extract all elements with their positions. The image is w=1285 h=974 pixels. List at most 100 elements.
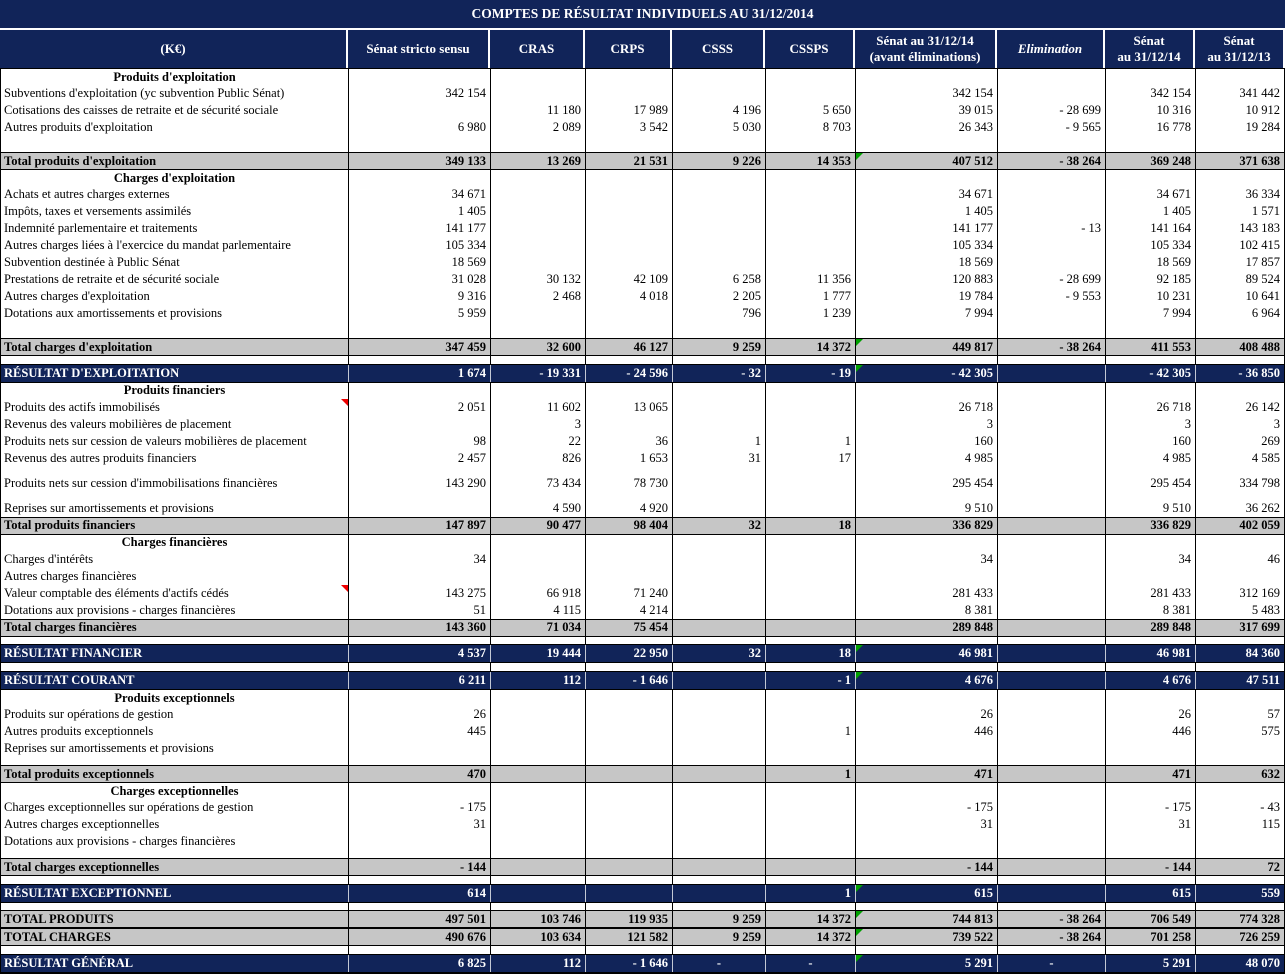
cell-senat_31_12_14_avant_eliminations: 46 981 — [856, 645, 998, 663]
cell-senat_stricto_sensu: 143 275 — [349, 584, 491, 602]
cell-cras — [491, 850, 586, 859]
header-cell-senat_31_12_14: Sénat au 31/12/14 — [1105, 30, 1195, 68]
cell-csss — [673, 322, 766, 338]
row-label — [1, 322, 349, 338]
cell-elimination: - 38 264 — [998, 929, 1106, 946]
cell-elimination — [998, 816, 1106, 834]
cell-crps: 42 109 — [586, 271, 673, 288]
cell-cssps — [766, 170, 856, 186]
cell-csss — [673, 723, 766, 741]
table-row-data: Autres produits d'exploitation 6 980 2 089… — [1, 119, 1284, 136]
table-row-spacer — [1, 356, 1284, 364]
cell-senat_31_12_14: 26 — [1106, 706, 1196, 724]
cell-crps — [586, 833, 673, 851]
cell-crps — [586, 254, 673, 271]
cell-crps: 21 531 — [586, 153, 673, 169]
cell-senat_31_12_13: 371 638 — [1239, 153, 1280, 168]
cell-senat_31_12_13 — [1196, 170, 1284, 186]
cell-cssps — [766, 466, 856, 475]
cell-senat_stricto_sensu: 18 569 — [349, 254, 491, 271]
row-label: RÉSULTAT GÉNÉRAL — [1, 955, 349, 973]
cell-csss — [673, 706, 766, 724]
cell-csss — [673, 672, 766, 690]
cell-cssps — [766, 550, 856, 568]
cell-cssps: 1 — [766, 766, 856, 783]
cell-senat_31_12_13: 19 284 — [1245, 120, 1280, 134]
cell-csss: 4 196 — [673, 102, 766, 119]
cell-senat_31_12_14: 4 676 — [1106, 672, 1196, 690]
cell-elimination — [998, 517, 1106, 534]
row-label: Charges financières — [1, 534, 349, 551]
row-label: Total charges d'exploitation — [1, 339, 349, 355]
header-cell-cssps: CSSPS — [765, 30, 855, 68]
cell-senat_31_12_14 — [1106, 382, 1196, 399]
table-row-data: Autres charges financières — [1, 567, 1284, 585]
cell-csss — [673, 859, 766, 876]
cell-senat_stricto_sensu — [349, 102, 491, 119]
table-row-data: Valeur comptable des éléments d'actifs c… — [1, 584, 1284, 602]
cell-csss — [673, 783, 766, 800]
cell-elimination: - 28 699 — [998, 271, 1106, 288]
cell-cras: 103 746 — [491, 911, 586, 928]
cell-csss: 5 030 — [673, 119, 766, 136]
cell-senat_31_12_14: 336 829 — [1106, 517, 1196, 534]
cell-senat_31_12_14: 31 — [1106, 816, 1196, 834]
row-label: Produits sur opérations de gestion — [1, 706, 349, 724]
cell-cras — [491, 876, 586, 884]
cell-senat_31_12_13 — [1196, 322, 1284, 338]
row-label: Impôts, taxes et versements assimilés — [1, 203, 349, 220]
table-row-result: RÉSULTAT EXCEPTIONNEL 614 1 615 615 559 — [1, 883, 1284, 903]
cell-senat_31_12_13: 4 585 — [1251, 450, 1280, 465]
cell-crps: 46 127 — [586, 339, 673, 355]
cell-elimination — [998, 237, 1106, 254]
cell-senat_31_12_14_avant_eliminations — [856, 663, 998, 672]
row-label: TOTAL PRODUITS — [1, 911, 349, 928]
cell-csss — [673, 69, 766, 85]
cell-senat_31_12_13 — [1196, 637, 1284, 645]
cell-cssps: 14 372 — [766, 339, 856, 355]
cell-cras: 112 — [491, 955, 586, 973]
cell-elimination — [998, 723, 1106, 741]
cell-elimination — [998, 859, 1106, 876]
row-label: Total produits exceptionnels — [1, 766, 349, 783]
cell-cssps — [766, 491, 856, 500]
cell-crps — [586, 706, 673, 724]
cell-senat_stricto_sensu: 34 671 — [349, 186, 491, 203]
table-row-data: Cotisations des caisses de retraite et d… — [1, 102, 1284, 119]
cell-senat_31_12_14_avant_eliminations — [856, 322, 998, 338]
row-label: Dotations aux provisions - charges finan… — [1, 833, 349, 851]
cell-csss — [673, 186, 766, 203]
cell-senat_stricto_sensu: 614 — [349, 884, 491, 902]
cell-crps: 17 989 — [586, 102, 673, 119]
cell-senat_31_12_13: 84 360 — [1245, 646, 1280, 661]
cell-cssps — [766, 220, 856, 237]
cell-cras — [491, 85, 586, 102]
cell-elimination — [998, 474, 1106, 492]
cell-crps: - 1 646 — [586, 672, 673, 690]
row-label: Charges exceptionnelles — [1, 783, 349, 800]
cell-senat_31_12_13: 10 912 — [1245, 103, 1280, 117]
header-cell-senat_31_12_14_avant_eliminations: Sénat au 31/12/14 (avant éliminations) — [855, 30, 997, 68]
cell-cras — [491, 237, 586, 254]
cell-cras: 71 034 — [491, 619, 586, 636]
header-cell-label: (K€) — [0, 30, 348, 68]
cell-senat_31_12_14: 160 — [1106, 432, 1196, 450]
cell-csss: 9 259 — [673, 339, 766, 355]
row-label: Autres charges exceptionnelles — [1, 816, 349, 834]
cell-cras — [491, 136, 586, 152]
cell-csss: 9 259 — [673, 929, 766, 946]
cell-crps — [586, 466, 673, 475]
cell-elimination — [998, 322, 1106, 338]
cell-csss — [673, 636, 766, 645]
cell-csss: 9 259 — [673, 911, 766, 928]
cell-crps — [586, 859, 673, 876]
cell-elimination — [998, 550, 1106, 568]
cell-csss — [673, 356, 766, 364]
cell-csss — [673, 766, 766, 783]
cell-senat_31_12_14_avant_eliminations: 31 — [856, 816, 998, 834]
row-label — [1, 663, 349, 672]
row-label: Produits financiers — [1, 382, 349, 399]
cell-senat_31_12_14 — [1106, 170, 1196, 186]
cell-senat_31_12_14: 1 405 — [1106, 203, 1196, 220]
